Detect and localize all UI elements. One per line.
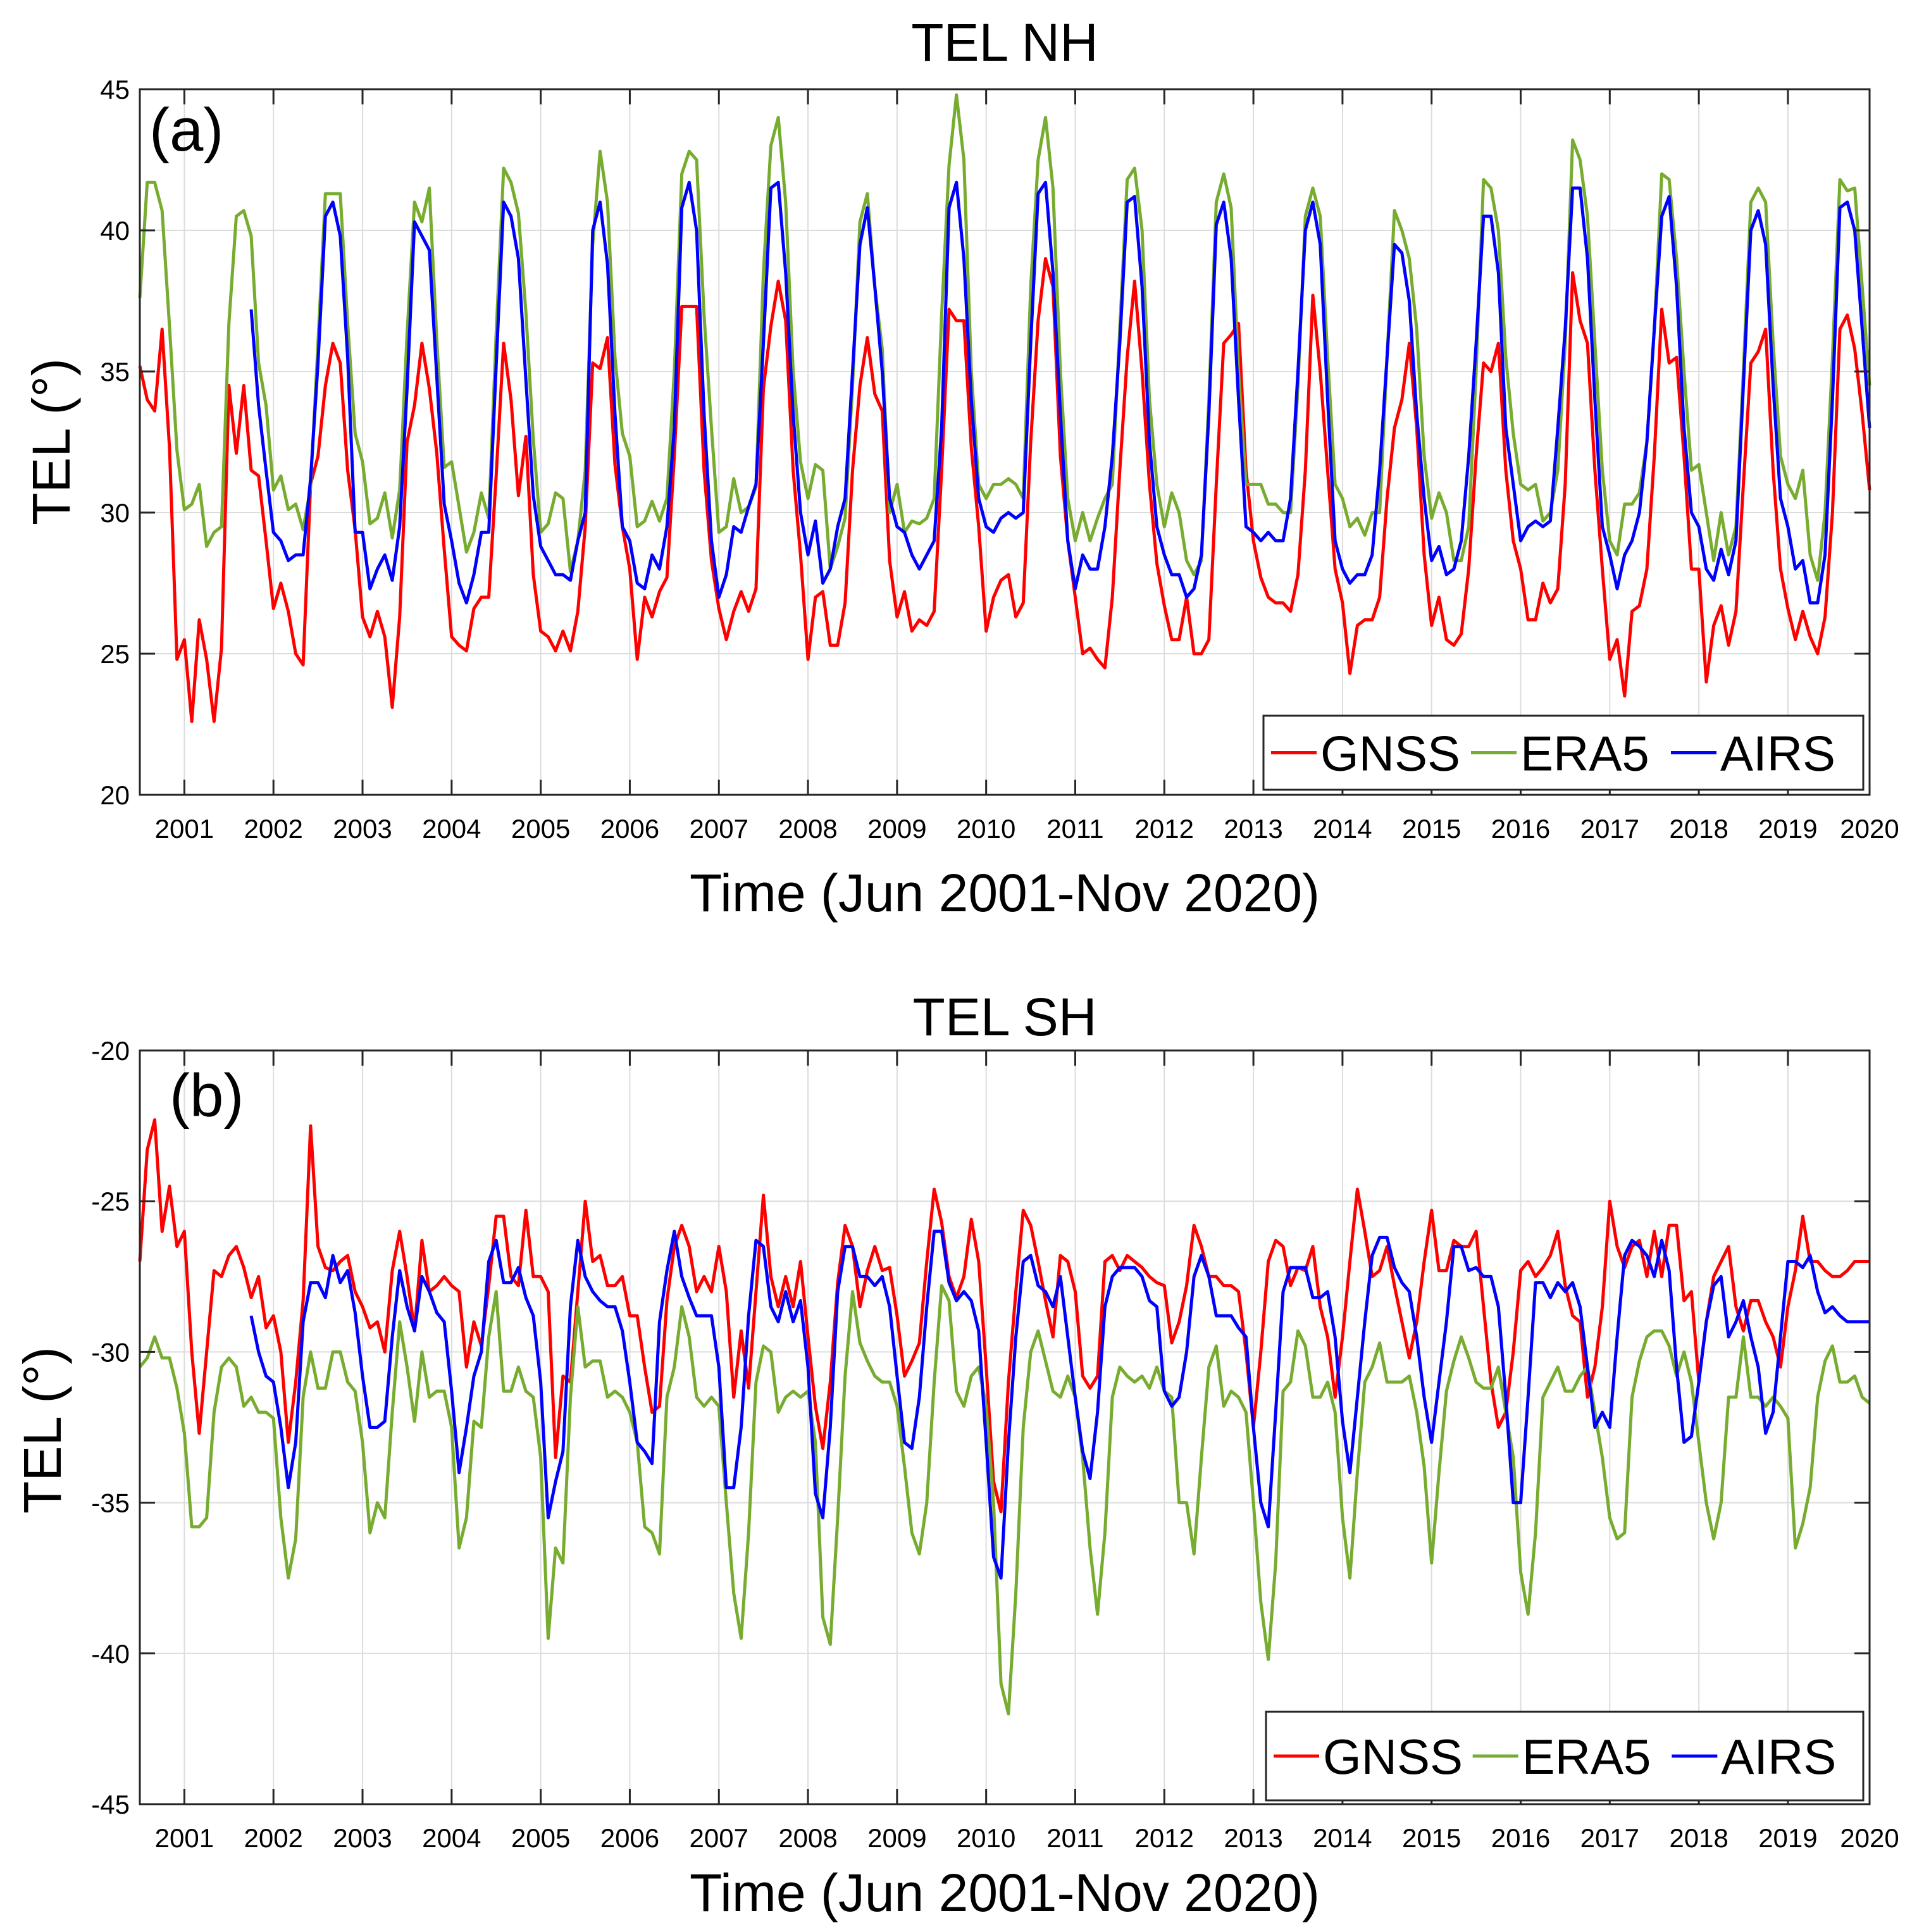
x-tick-label: 2020 [1840, 814, 1899, 844]
x-tick-label: 2001 [155, 1823, 214, 1853]
y-tick-label: -45 [91, 1790, 130, 1819]
x-tick-label: 2009 [867, 1823, 926, 1853]
panel-a-xlabel: Time (Jun 2001-Nov 2020) [690, 863, 1320, 923]
panel-b-legend: GNSS ERA5 AIRS [1265, 1711, 1865, 1802]
panel-a-series [138, 93, 1871, 723]
x-tick-label: 2008 [778, 814, 837, 844]
x-tick-label: 2005 [511, 1823, 570, 1853]
series-airs-line [249, 1230, 1870, 1580]
x-tick-label: 2013 [1224, 814, 1282, 844]
legend-label-era5: ERA5 [1520, 726, 1649, 782]
legend-box [1262, 714, 1865, 791]
panel-a-ylabel: TEL (°) [22, 358, 81, 525]
y-tick-label: 25 [100, 639, 130, 669]
legend-label-airs: AIRS [1721, 1729, 1836, 1785]
y-tick-label: 35 [100, 357, 130, 387]
x-tick-label: 2013 [1224, 1823, 1282, 1853]
x-tick-label: 2017 [1580, 1823, 1639, 1853]
x-tick-label: 2019 [1758, 814, 1817, 844]
x-tick-label: 2006 [600, 1823, 659, 1853]
x-tick-label: 2009 [867, 814, 926, 844]
x-tick-label: 2007 [690, 1823, 748, 1853]
series-gnss-line [138, 1118, 1870, 1514]
x-tick-label: 2007 [690, 814, 748, 844]
panel-b-series [138, 1118, 1871, 1716]
series-era5-line [139, 1284, 1871, 1716]
y-tick-label: -25 [91, 1187, 130, 1216]
panel-b-grid [140, 1050, 1870, 1804]
panel-b: TEL SH -45 -40 -35 -30 -25 -20 2001 2002 2003 200… [13, 987, 1899, 1923]
legend-label-gnss: GNSS [1323, 1729, 1463, 1785]
legend-box [1265, 1711, 1865, 1802]
y-tick-label: -20 [91, 1036, 130, 1066]
panel-b-xlabel: Time (Jun 2001-Nov 2020) [690, 1863, 1320, 1923]
x-tick-label: 2005 [511, 814, 570, 844]
y-tick-label: 45 [100, 75, 130, 104]
x-tick-label: 2016 [1491, 814, 1550, 844]
panel-a: TEL NH 20 25 30 35 40 45 2001 2002 2003 2004 2005 2… [22, 13, 1899, 923]
x-tick-label: 2018 [1669, 814, 1728, 844]
legend-label-airs: AIRS [1720, 726, 1835, 782]
panel-a-grid [140, 89, 1870, 795]
x-tick-label: 2015 [1402, 1823, 1461, 1853]
x-tick-label: 2015 [1402, 814, 1461, 844]
panel-b-axes-frame [139, 1049, 1871, 1805]
x-tick-label: 2019 [1758, 1823, 1817, 1853]
x-tick-label: 2004 [422, 814, 481, 844]
series-gnss-line [138, 257, 1871, 723]
x-tick-label: 2003 [333, 1823, 392, 1853]
x-tick-label: 2008 [778, 1823, 837, 1853]
x-tick-label: 2016 [1491, 1823, 1550, 1853]
y-tick-label: -35 [91, 1488, 130, 1518]
y-tick-label: -40 [91, 1639, 130, 1669]
series-airs-line [249, 180, 1871, 605]
panel-a-title: TEL NH [911, 13, 1098, 72]
x-tick-label: 2012 [1135, 1823, 1194, 1853]
x-tick-label: 2018 [1669, 1823, 1728, 1853]
series-era5-line [138, 93, 1871, 582]
x-tick-label: 2010 [957, 814, 1015, 844]
x-tick-label: 2004 [422, 1823, 481, 1853]
x-tick-label: 2006 [600, 814, 659, 844]
panel-b-label: (b) [170, 1062, 244, 1130]
y-tick-label: 30 [100, 498, 130, 528]
panel-b-ticks: -45 -40 -35 -30 -25 -20 2001 2002 2003 2004 2005 20… [91, 1036, 1899, 1853]
x-tick-label: 2011 [1046, 814, 1103, 844]
x-tick-label: 2010 [957, 1823, 1015, 1853]
panel-a-axes-frame [139, 88, 1871, 796]
x-tick-label: 2012 [1135, 814, 1194, 844]
legend-label-gnss: GNSS [1320, 726, 1460, 782]
y-tick-label: -30 [91, 1337, 130, 1367]
y-tick-label: 40 [100, 216, 130, 246]
x-tick-label: 2020 [1840, 1823, 1899, 1853]
panel-b-ylabel: TEL (°) [13, 1347, 72, 1514]
panel-a-label: (a) [149, 96, 223, 164]
panel-a-legend: GNSS ERA5 AIRS [1262, 714, 1865, 791]
x-tick-label: 2014 [1313, 814, 1372, 844]
x-tick-label: 2001 [155, 814, 214, 844]
x-tick-label: 2002 [244, 1823, 302, 1853]
x-tick-label: 2014 [1313, 1823, 1372, 1853]
legend-label-era5: ERA5 [1522, 1729, 1651, 1785]
x-tick-label: 2003 [333, 814, 392, 844]
panel-b-title: TEL SH [913, 987, 1097, 1047]
x-tick-label: 2002 [244, 814, 302, 844]
y-tick-label: 20 [100, 780, 130, 810]
x-tick-label: 2017 [1580, 814, 1639, 844]
x-tick-label: 2011 [1046, 1823, 1103, 1853]
